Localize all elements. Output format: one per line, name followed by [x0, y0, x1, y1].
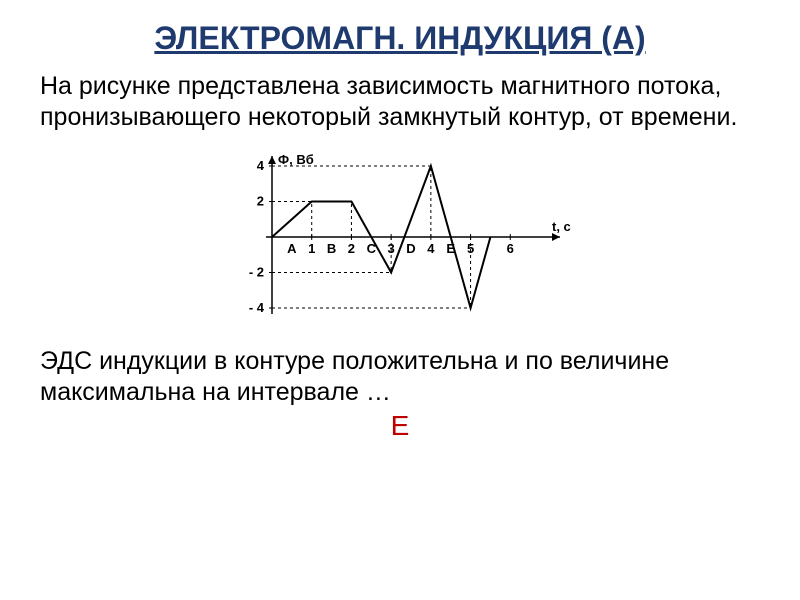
chart-container: Ф, Вбt, c- 4- 224123456ABCDE	[40, 146, 760, 336]
segment-label: A	[287, 241, 297, 256]
svg-text:2: 2	[348, 241, 355, 256]
svg-text:- 4: - 4	[249, 300, 265, 315]
svg-text:4: 4	[427, 241, 435, 256]
intro-paragraph: На рисунке представлена зависимость магн…	[40, 71, 760, 134]
segment-label: E	[446, 241, 455, 256]
segment-label: B	[327, 241, 336, 256]
slide: ЭЛЕКТРОМАГН. ИНДУКЦИЯ (А) На рисунке пре…	[0, 0, 800, 600]
svg-text:1: 1	[308, 241, 315, 256]
svg-text:4: 4	[257, 158, 265, 173]
svg-text:- 2: - 2	[249, 264, 264, 279]
answer-letter: E	[40, 410, 760, 442]
page-title: ЭЛЕКТРОМАГН. ИНДУКЦИЯ (А)	[40, 20, 760, 57]
y-axis-label: Ф, Вб	[278, 152, 314, 167]
segment-label: C	[367, 241, 377, 256]
svg-text:2: 2	[257, 193, 264, 208]
segment-label: D	[406, 241, 415, 256]
x-axis-label: t, c	[552, 219, 571, 234]
conclusion-paragraph: ЭДС индукции в контуре положительна и по…	[40, 346, 760, 409]
svg-text:6: 6	[507, 241, 514, 256]
phi-vs-t-chart: Ф, Вбt, c- 4- 224123456ABCDE	[220, 146, 580, 336]
